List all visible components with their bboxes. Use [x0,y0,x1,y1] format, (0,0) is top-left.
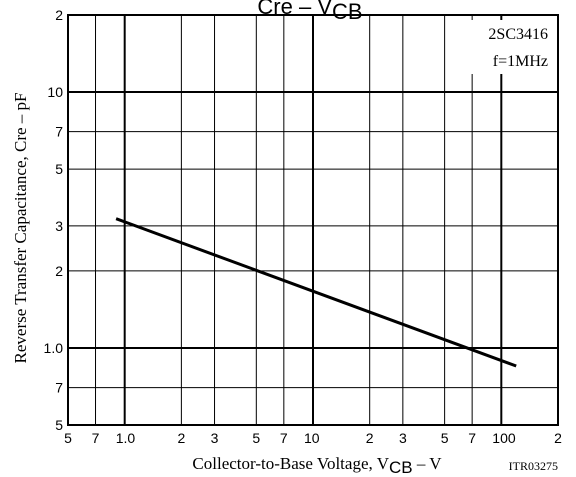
y-tick-label: 1.0 [44,340,64,356]
x-tick-label: 7 [92,430,100,446]
x-axis-label-sub: CB [389,458,413,477]
y-tick-label: 7 [55,380,63,396]
x-axis-label: Collector-to-Base Voltage, VCB – V [192,454,442,477]
annotation-part-number: 2SC3416 [488,26,548,43]
x-tick-label: 10 [304,430,320,446]
x-tick-label: 3 [399,430,407,446]
plot-frame [67,14,559,426]
x-tick-label: 5 [252,430,260,446]
y-tick-label: 7 [55,124,63,140]
x-axis-label-main: Collector-to-Base Voltage, V [192,454,389,473]
y-tick-label: 2 [55,263,63,279]
series-layer [115,217,517,368]
y-tick-label: 5 [55,417,63,433]
x-tick-label: 3 [211,430,219,446]
y-tick-label: 5 [55,161,63,177]
x-tick-label: 100 [492,430,516,446]
y-tick-label: 2 [55,7,63,23]
x-axis-label-unit: – V [413,454,443,473]
annotation-box [462,20,554,74]
x-tick-label: 2 [366,430,374,446]
y-tick-label: 10 [47,84,63,100]
y-tick-label: 3 [55,218,63,234]
series-line [115,217,517,368]
x-tick-label: 5 [64,430,72,446]
figure-id: ITR03275 [509,459,558,473]
tick-labels: 5 7 1.0 2 3 5 7 10 2 3 5 7 100 2 5 7 1.0 2 3 5 7 10 2 [44,7,563,446]
chart-title: Cre – VCB [257,0,362,24]
x-tick-label: 1.0 [116,430,136,446]
annotation-frequency: f=1MHz [493,53,548,70]
y-axis-label: Reverse Transfer Capacitance, Cre – pF [11,93,30,364]
x-tick-label: 5 [441,430,449,446]
chart-title-main: Cre – V [257,0,332,19]
x-tick-label: 7 [468,430,476,446]
x-tick-label: 7 [280,430,288,446]
chart-title-sub: CB [332,0,363,24]
grid-layer [68,15,558,425]
x-tick-label: 2 [177,430,185,446]
x-tick-label: 2 [554,430,562,446]
